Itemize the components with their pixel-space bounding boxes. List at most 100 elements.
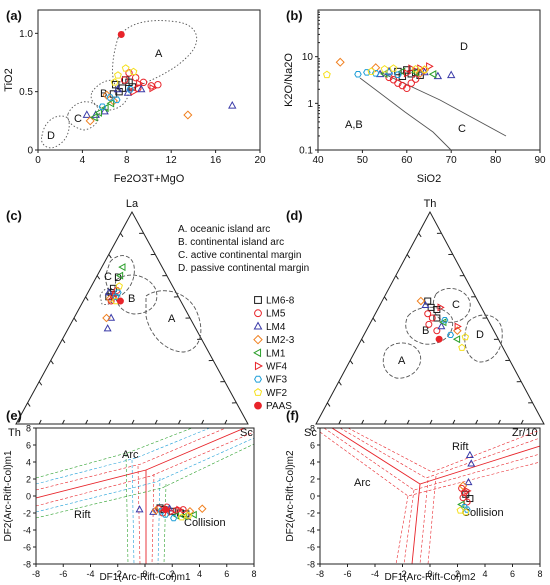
y-tick-label: 6 xyxy=(26,441,31,451)
point-lm5 xyxy=(403,84,411,92)
y-tick-label: 0.1 xyxy=(299,146,313,157)
ternary-tick xyxy=(349,360,354,365)
panel-c-desc-c: C. active continental margin xyxy=(178,250,301,261)
ternary-tick xyxy=(27,402,31,407)
point-lm4 xyxy=(465,450,474,458)
point-lm4 xyxy=(104,288,113,296)
legend-label: WF3 xyxy=(266,375,288,386)
y-tick-label: -4 xyxy=(23,526,31,536)
point-lm6-8 xyxy=(109,284,117,292)
legend-marker-lm4 xyxy=(253,321,263,330)
point-lm5 xyxy=(179,506,187,514)
panel-e-discriminant-lines xyxy=(36,428,254,564)
panel-a-field-d: D xyxy=(47,130,55,142)
point-paas xyxy=(117,31,125,38)
point-paas xyxy=(435,335,443,343)
point-lm4 xyxy=(228,100,237,109)
panel-a-y-axis-label: TiO2 xyxy=(3,68,15,91)
point-lm1 xyxy=(428,70,437,79)
point-lm4 xyxy=(421,300,430,309)
panel-f-x-ticks: -8 -6 -4 -2 0 2 4 6 8 xyxy=(316,564,543,579)
panel-d-field-d: D xyxy=(476,329,484,341)
y-tick-label: 4 xyxy=(310,458,315,468)
point-lm5 xyxy=(125,69,133,77)
legend-item-paas: PAAS xyxy=(254,401,292,412)
y-tick-label: 0 xyxy=(26,492,31,502)
legend-marker-paas xyxy=(254,401,262,410)
panel-b-points xyxy=(322,57,456,92)
legend-item-lm1: LM1 xyxy=(253,348,286,359)
point-wf4 xyxy=(426,62,434,71)
point-wf2 xyxy=(380,65,389,73)
point-lm5 xyxy=(459,494,467,502)
point-lm1 xyxy=(106,99,115,108)
point-lm6-8 xyxy=(403,66,411,74)
point-lm2-3 xyxy=(416,296,426,306)
x-tick-label: 8 xyxy=(124,155,130,166)
panel-c-desc-b: B. continental island arc xyxy=(178,237,284,248)
panel-e-plot-frame xyxy=(35,427,255,565)
panel-f-y-axis-label: DF2(Arc-Rift-Col)m2 xyxy=(285,450,296,542)
ternary-tick xyxy=(177,419,181,425)
panel-b-y-axis-label: K2O/Na2O xyxy=(283,53,295,107)
ternary-tick xyxy=(338,381,342,386)
ternary-tick xyxy=(452,419,456,425)
panel-c-desc-a: A. oceanic island arc xyxy=(178,224,270,235)
panel-e: (e) xyxy=(3,408,257,583)
panel-c-field-d: D xyxy=(114,272,122,284)
ternary-tick xyxy=(475,419,479,425)
point-wf4 xyxy=(454,322,462,331)
ternary-tick xyxy=(406,419,410,425)
x-tick-label: 40 xyxy=(312,155,324,166)
ternary-tick xyxy=(131,419,135,425)
point-lm5 xyxy=(154,80,162,89)
panel-c-field-descriptions: A. oceanic island arc B. continental isl… xyxy=(178,224,309,274)
panel-e-points xyxy=(135,503,207,522)
point-wf3 xyxy=(126,86,134,93)
panel-c-apex-left: Th xyxy=(8,427,21,439)
x-tick-label: -8 xyxy=(32,569,40,579)
point-wf4 xyxy=(403,69,412,78)
point-wf2 xyxy=(184,511,193,519)
ternary-tick xyxy=(338,419,342,425)
x-tick-label: 4 xyxy=(80,155,86,166)
point-lm5 xyxy=(424,310,432,318)
legend-marker-lm6-8 xyxy=(254,296,262,304)
legend-marker-lm5 xyxy=(254,309,262,318)
panel-e-field-collision: Collision xyxy=(184,517,226,529)
x-tick-label: 80 xyxy=(490,155,502,166)
legend-label: PAAS xyxy=(266,401,292,412)
ternary-tick xyxy=(50,360,54,365)
panel-d: (d) Th Sc Zr/10 C B D A xyxy=(286,198,545,439)
legend-item-lm5: LM5 xyxy=(254,309,286,320)
ternary-tick xyxy=(108,254,112,259)
panel-c: (c) La Th Sc C D B A A. oceanic island a… xyxy=(6,198,309,439)
panel-e-x-ticks: -8 -6 -4 -2 0 2 4 6 8 xyxy=(32,564,257,579)
panel-e-field-arc: Arc xyxy=(122,449,139,461)
point-lm1 xyxy=(118,263,126,272)
panel-a-label: (a) xyxy=(6,8,22,23)
panel-b-field-d: D xyxy=(460,41,468,53)
point-wf3 xyxy=(394,71,402,79)
point-lm4 xyxy=(113,84,123,93)
ternary-tick xyxy=(429,419,433,425)
y-tick-label: -8 xyxy=(307,560,315,570)
panel-b-x-ticks: 40 50 60 70 80 90 xyxy=(312,150,546,166)
panel-f-x-axis-label: DF1(Arc-Rift-Col)m2 xyxy=(384,572,476,583)
y-tick-label: 8 xyxy=(26,424,31,434)
point-wf2 xyxy=(115,282,123,290)
panel-d-apex-top: Th xyxy=(424,198,437,210)
legend-label: LM5 xyxy=(266,309,286,320)
point-wf2 xyxy=(458,343,466,351)
y-tick-label: -2 xyxy=(23,509,31,519)
x-tick-label: -2 xyxy=(398,569,406,579)
point-wf2 xyxy=(456,506,464,514)
ternary-tick xyxy=(73,317,77,322)
point-wf3 xyxy=(98,103,107,111)
x-tick-label: 12 xyxy=(166,155,178,166)
y-tick-label: 1.0 xyxy=(19,29,33,40)
x-tick-label: 6 xyxy=(224,569,229,579)
panel-a-field-boundaries xyxy=(41,20,198,149)
panel-f-field-arc: Arc xyxy=(354,477,371,489)
point-wf3 xyxy=(354,70,362,78)
